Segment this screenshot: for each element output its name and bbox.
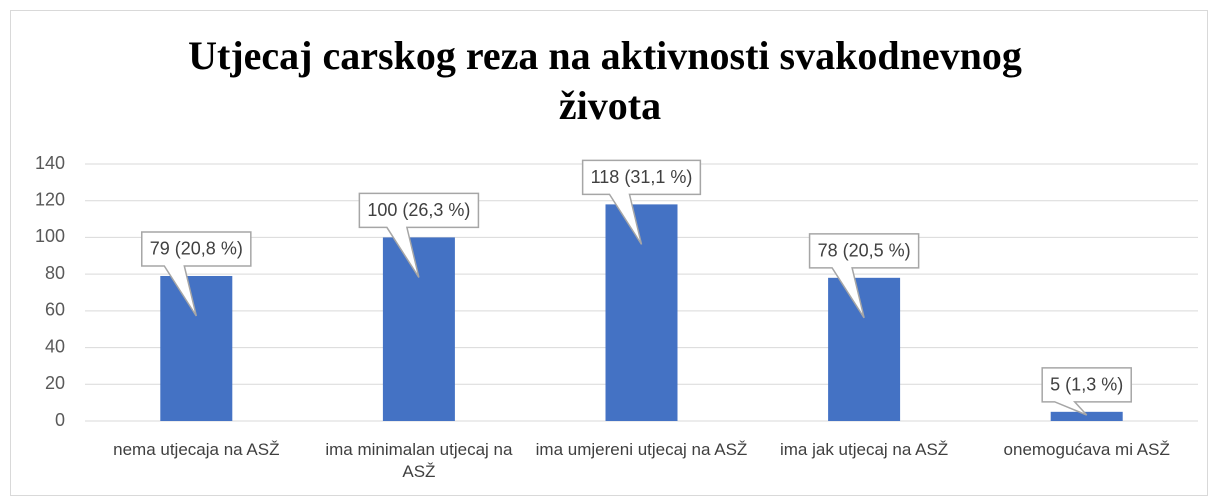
x-tick-label: ima umjereni utjecaj na ASŽ xyxy=(535,440,748,459)
data-label-text: 118 (31,1 %) xyxy=(591,167,693,187)
x-tick-label-box: onemogućava mi ASŽ xyxy=(1003,440,1170,459)
x-tick-label: onemogućava mi ASŽ xyxy=(1003,440,1170,459)
x-tick-label: nema utjecaja na ASŽ xyxy=(113,440,280,459)
bar xyxy=(1050,411,1123,421)
y-tick-label: 0 xyxy=(55,410,65,430)
y-tick-label: 80 xyxy=(45,263,65,283)
data-label-text: 100 (26,3 %) xyxy=(367,200,470,220)
data-label: 100 (26,3 %) xyxy=(358,192,480,278)
data-label-callout xyxy=(1041,367,1132,416)
data-label-callout xyxy=(581,159,702,245)
y-tick-label: 140 xyxy=(35,153,65,173)
bar xyxy=(605,204,678,421)
bar xyxy=(160,275,233,421)
y-tick-label: 40 xyxy=(45,336,65,356)
data-label-text: 79 (20,8 %) xyxy=(150,239,243,259)
y-tick-label: 60 xyxy=(45,300,65,320)
data-label-callout xyxy=(141,231,252,317)
data-label: 78 (20,5 %) xyxy=(808,233,920,319)
chart-title: Utjecaj carskog reza na aktivnosti svako… xyxy=(188,33,1032,128)
y-tick-label: 120 xyxy=(35,189,65,209)
data-label: 118 (31,1 %) xyxy=(581,159,702,245)
x-tick-label: ima jak utjecaj na ASŽ xyxy=(779,440,949,459)
data-label: 79 (20,8 %) xyxy=(141,231,252,317)
y-tick-label: 20 xyxy=(45,373,65,393)
x-tick-label-box: ima umjereni utjecaj na ASŽ xyxy=(535,440,748,459)
data-label-callout xyxy=(358,192,480,278)
x-tick-label: ima minimalan utjecaj na ASŽ xyxy=(325,440,513,481)
bar xyxy=(382,237,455,421)
data-label-callout xyxy=(808,233,920,319)
y-tick-label: 100 xyxy=(35,226,65,246)
x-tick-label-box: ima jak utjecaj na ASŽ xyxy=(779,440,949,459)
data-label-text: 78 (20,5 %) xyxy=(818,241,911,261)
x-tick-label-box: ima minimalan utjecaj na ASŽ xyxy=(325,440,513,481)
data-label-text: 5 (1,3 %) xyxy=(1050,375,1123,395)
data-label: 5 (1,3 %) xyxy=(1041,367,1132,416)
x-tick-label-box: nema utjecaja na ASŽ xyxy=(113,440,280,459)
bar xyxy=(828,277,901,421)
